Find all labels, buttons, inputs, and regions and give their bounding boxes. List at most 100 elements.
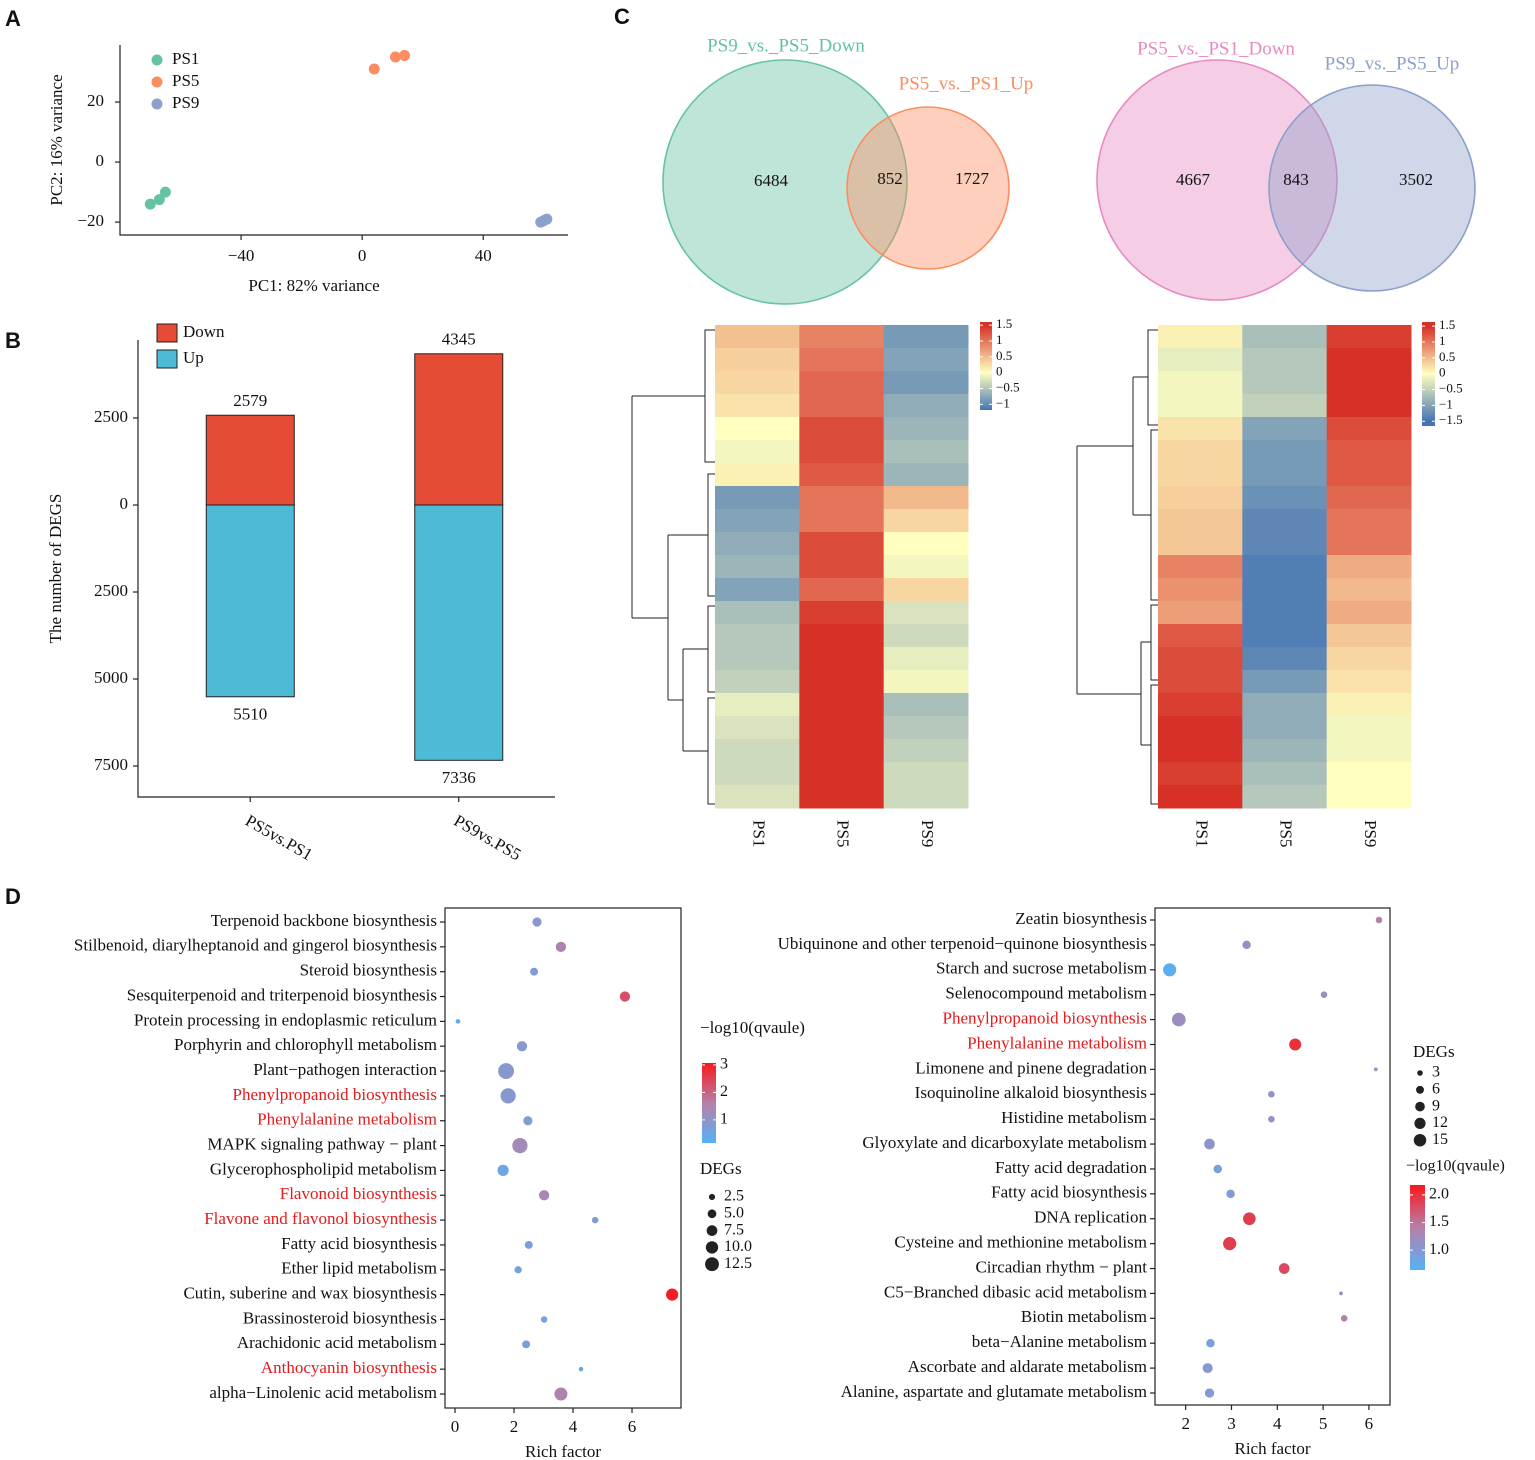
- heatmap-cell: [1326, 647, 1412, 671]
- colorbar-title: −log10(qvaule): [1406, 1158, 1505, 1175]
- panel-label: C: [614, 4, 630, 29]
- column-label: PS9: [1361, 820, 1380, 847]
- bubble: [619, 991, 631, 1002]
- size-legend-marker: [705, 1257, 719, 1272]
- heatmap-cell: [799, 394, 885, 418]
- y-tick-label: Phenylpropanoid biosynthesis: [943, 1008, 1147, 1027]
- y-tick-label: Isoquinoline alkaloid biosynthesis: [915, 1083, 1147, 1102]
- bubble: [1268, 1115, 1275, 1123]
- heatmap-cell: [1158, 578, 1243, 602]
- heatmap-cell: [883, 670, 969, 694]
- bubble: [1171, 1012, 1186, 1027]
- bubble: [1320, 991, 1328, 998]
- y-axis-label: The number of DEGS: [46, 494, 65, 644]
- y-tick-label: MAPK signaling pathway − plant: [207, 1134, 437, 1153]
- y-tick-label: 5000: [94, 668, 128, 687]
- point: [389, 51, 401, 63]
- y-tick-label: beta−Alanine metabolism: [972, 1332, 1147, 1351]
- colorbar-label: −0.5: [1439, 381, 1463, 396]
- heatmap-cell: [799, 325, 885, 349]
- y-tick-label: Fatty acid biosynthesis: [281, 1234, 437, 1253]
- heatmap-cell: [799, 624, 885, 648]
- y-tick-label: Porphyrin and chlorophyll metabolism: [174, 1035, 437, 1054]
- venn-set-name: PS9_vs._PS5_Down: [707, 35, 865, 56]
- heatmap-cell: [1242, 693, 1328, 717]
- y-tick-label: 7500: [94, 755, 128, 774]
- colorbar-label: 1: [1439, 333, 1446, 348]
- heatmap-cell: [1158, 325, 1243, 349]
- venn-count: 843: [1283, 170, 1309, 189]
- venn-count: 852: [877, 169, 903, 188]
- heatmap-cell: [715, 647, 800, 671]
- value-label: 2579: [233, 391, 267, 410]
- y-tick-label: Ubiquinone and other terpenoid−quinone b…: [778, 934, 1147, 953]
- colorbar-label: −1.5: [1439, 412, 1463, 427]
- heatmap-cell: [1326, 578, 1412, 602]
- size-legend-label: 12: [1432, 1114, 1448, 1131]
- colorbar-label: 2.0: [1429, 1186, 1449, 1203]
- heatmap-cell: [883, 785, 969, 809]
- heatmap-cell: [1326, 348, 1412, 372]
- heatmap-cell: [883, 371, 969, 395]
- y-tick-label: Cysteine and methionine metabolism: [894, 1233, 1147, 1252]
- heatmap-cell: [1158, 417, 1243, 441]
- heatmap-cell: [1326, 716, 1412, 740]
- y-tick-label: Brassinosteroid biosynthesis: [243, 1308, 437, 1327]
- heatmap-cell: [1242, 394, 1328, 418]
- bubble: [514, 1266, 522, 1274]
- bar: [414, 504, 504, 761]
- venn-set: [662, 59, 908, 305]
- venn-set: [1268, 84, 1476, 292]
- y-tick-label: Cutin, suberine and wax biosynthesis: [183, 1284, 437, 1303]
- heatmap-cell: [799, 417, 885, 441]
- heatmap-cell: [799, 601, 885, 625]
- bubble: [1339, 1291, 1343, 1296]
- y-tick-label: 0: [120, 494, 129, 513]
- heatmap-cell: [1326, 739, 1412, 763]
- bubble: [1206, 1338, 1215, 1348]
- bubble: [666, 1288, 679, 1301]
- x-tick-label: 5: [1319, 1414, 1328, 1433]
- heatmap-cell: [1242, 601, 1328, 625]
- heatmap-cell: [1158, 532, 1243, 556]
- x-tick-label: 2: [510, 1417, 519, 1436]
- legend-label: PS5: [172, 71, 199, 90]
- y-tick-label: Flavone and flavonol biosynthesis: [204, 1209, 437, 1228]
- y-tick-label: Ether lipid metabolism: [281, 1259, 437, 1278]
- heatmap-cell: [1158, 371, 1243, 395]
- heatmap-cell: [883, 601, 969, 625]
- y-tick-label: Anthocyanin biosynthesis: [261, 1358, 437, 1377]
- x-tick-label: 2: [1181, 1414, 1190, 1433]
- heatmap-cell: [1242, 578, 1328, 602]
- heatmap-cell: [1326, 693, 1412, 717]
- x-tick-label: 6: [1365, 1414, 1374, 1433]
- heatmap-cell: [1158, 647, 1243, 671]
- bubble: [1213, 1164, 1223, 1174]
- colorbar-label: −1: [996, 395, 1010, 410]
- legend-marker: [151, 76, 163, 88]
- colorbar-label: 1.5: [1439, 317, 1455, 332]
- heatmap-cell: [1326, 394, 1412, 418]
- x-tick-label: 6: [628, 1417, 637, 1436]
- heatmap-cell: [799, 762, 885, 786]
- heatmap-cell: [715, 555, 800, 579]
- heatmap-cell: [715, 739, 800, 763]
- heatmap-cell: [1242, 716, 1328, 740]
- bar: [205, 414, 295, 506]
- venn-count: 3502: [1399, 170, 1433, 189]
- heatmap-cell: [1242, 463, 1328, 487]
- y-axis-label: PC2: 16% variance: [47, 74, 66, 205]
- heatmap-cell: [883, 532, 969, 556]
- heatmap-cell: [1326, 624, 1412, 648]
- colorbar-label: −1: [1439, 396, 1453, 411]
- heatmap-cell: [883, 624, 969, 648]
- y-tick-label: Protein processing in endoplasmic reticu…: [134, 1010, 437, 1029]
- heatmap-cell: [715, 578, 800, 602]
- bubble: [1340, 1315, 1348, 1322]
- heatmap-cell: [715, 440, 800, 464]
- bubble: [512, 1137, 528, 1154]
- y-tick-label: Phenylalanine metabolism: [257, 1110, 437, 1129]
- x-axis-label: Rich factor: [1235, 1439, 1311, 1458]
- axes: [119, 45, 568, 236]
- y-tick-label: 2500: [94, 407, 128, 426]
